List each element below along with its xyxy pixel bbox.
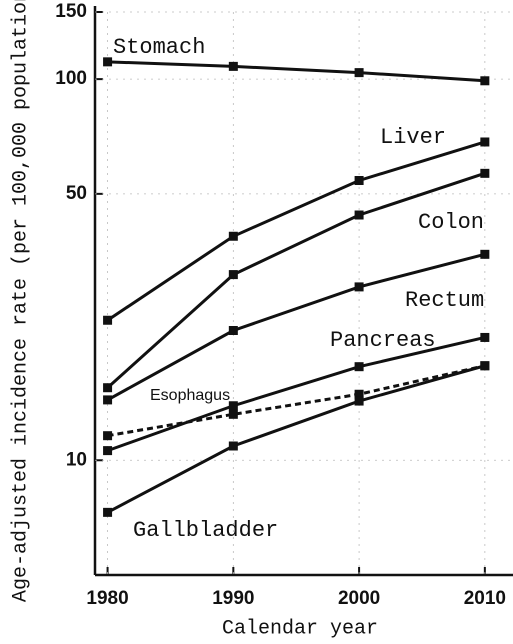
x-axis-label: Calendar year (222, 617, 378, 640)
marker (354, 176, 364, 186)
x-tick-label: 1990 (212, 588, 254, 609)
x-tick-label: 2000 (338, 588, 380, 609)
marker (480, 361, 490, 371)
marker (103, 446, 113, 456)
series-line (106, 364, 486, 514)
y-tick-label: 10 (66, 449, 87, 470)
marker (228, 231, 238, 241)
series-line (106, 252, 486, 402)
marker (354, 282, 364, 292)
series-label: Esophagus (150, 387, 230, 404)
series-label: Colon (418, 210, 484, 235)
y-tick-label: 100 (55, 68, 87, 89)
series-label: Gallbladder (133, 518, 278, 543)
marker (228, 409, 238, 419)
marker (228, 326, 238, 336)
marker (480, 249, 490, 259)
marker (103, 395, 113, 405)
series-line (106, 140, 486, 322)
marker (103, 315, 113, 325)
series-line (107, 364, 486, 438)
marker (480, 137, 490, 147)
series-line (107, 60, 485, 83)
marker (103, 57, 113, 67)
marker (228, 61, 238, 71)
marker (228, 441, 238, 451)
y-tick-label: 50 (66, 183, 87, 204)
y-axis-label: Age-adjusted incidence rate (per 100,000… (9, 0, 32, 602)
marker (103, 431, 113, 441)
marker (354, 362, 364, 372)
series-line (107, 335, 486, 453)
marker (103, 507, 113, 517)
series-line (106, 171, 486, 389)
x-tick-label: 1980 (86, 588, 128, 609)
marker (480, 332, 490, 342)
marker (103, 383, 113, 393)
x-tick-label: 2010 (464, 588, 506, 609)
marker (480, 76, 490, 86)
marker (480, 168, 490, 178)
marker (354, 68, 364, 78)
series-label: Liver (380, 125, 446, 150)
series-label: Rectum (405, 288, 484, 313)
series-label: Stomach (113, 35, 205, 60)
series-label: Pancreas (330, 328, 436, 353)
marker (354, 210, 364, 220)
y-tick-label: 150 (55, 1, 87, 22)
marker (354, 389, 364, 399)
marker (228, 401, 238, 411)
marker (354, 396, 364, 406)
marker (228, 270, 238, 280)
